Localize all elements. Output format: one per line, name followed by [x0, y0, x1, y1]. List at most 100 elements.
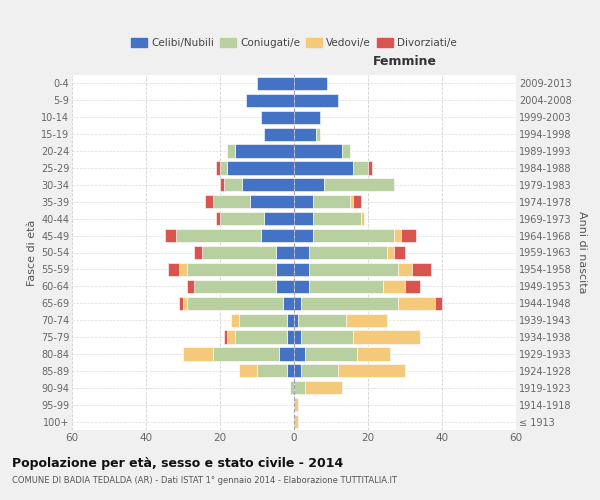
Bar [220, 178, 224, 192]
Bar [202, 246, 275, 259]
Bar [235, 330, 287, 344]
Bar [346, 314, 386, 326]
Bar [298, 314, 346, 326]
Bar [227, 144, 235, 158]
Bar [217, 212, 220, 226]
Bar [183, 296, 187, 310]
Bar [353, 195, 361, 208]
Bar [313, 229, 394, 242]
Bar [294, 364, 301, 378]
Bar [323, 178, 394, 192]
Bar [294, 415, 298, 428]
Bar [227, 330, 235, 344]
Bar [260, 229, 294, 242]
Bar [294, 330, 301, 344]
Bar [434, 296, 442, 310]
Bar [275, 246, 294, 259]
Bar [294, 94, 338, 107]
Bar [301, 330, 353, 344]
Bar [368, 162, 372, 174]
Bar [294, 178, 323, 192]
Bar [349, 195, 353, 208]
Bar [231, 314, 239, 326]
Bar [305, 348, 357, 360]
Bar [279, 348, 294, 360]
Bar [257, 364, 287, 378]
Bar [220, 162, 227, 174]
Bar [220, 212, 265, 226]
Text: Femmine: Femmine [373, 55, 437, 68]
Bar [194, 246, 202, 259]
Bar [353, 330, 420, 344]
Bar [239, 314, 287, 326]
Bar [294, 162, 353, 174]
Bar [275, 263, 294, 276]
Bar [294, 212, 313, 226]
Bar [187, 296, 283, 310]
Y-axis label: Fasce di età: Fasce di età [26, 220, 37, 286]
Bar [342, 144, 349, 158]
Bar [294, 246, 309, 259]
Bar [338, 364, 405, 378]
Text: COMUNE DI BADIA TEDALDA (AR) - Dati ISTAT 1° gennaio 2014 - Elaborazione TUTTITA: COMUNE DI BADIA TEDALDA (AR) - Dati ISTA… [12, 476, 397, 485]
Bar [187, 263, 275, 276]
Text: Popolazione per età, sesso e stato civile - 2014: Popolazione per età, sesso e stato civil… [12, 458, 343, 470]
Bar [398, 263, 412, 276]
Bar [265, 212, 294, 226]
Bar [242, 178, 294, 192]
Bar [194, 280, 275, 293]
Bar [250, 195, 294, 208]
Bar [187, 280, 194, 293]
Bar [294, 398, 298, 411]
Bar [217, 162, 220, 174]
Bar [287, 364, 294, 378]
Bar [309, 246, 386, 259]
Bar [239, 364, 257, 378]
Bar [179, 263, 187, 276]
Bar [394, 229, 401, 242]
Bar [313, 195, 349, 208]
Bar [265, 128, 294, 141]
Bar [212, 195, 250, 208]
Bar [386, 246, 394, 259]
Bar [305, 381, 342, 394]
Bar [313, 212, 361, 226]
Bar [179, 296, 183, 310]
Bar [290, 381, 294, 394]
Bar [294, 110, 320, 124]
Bar [168, 263, 179, 276]
Legend: Celibi/Nubili, Coniugati/e, Vedovi/e, Divorziati/e: Celibi/Nubili, Coniugati/e, Vedovi/e, Di… [127, 34, 461, 52]
Bar [294, 314, 298, 326]
Bar [183, 348, 212, 360]
Bar [224, 178, 242, 192]
Bar [287, 330, 294, 344]
Bar [294, 195, 313, 208]
Bar [283, 296, 294, 310]
Bar [301, 364, 338, 378]
Bar [301, 296, 398, 310]
Bar [309, 263, 398, 276]
Bar [294, 263, 309, 276]
Bar [353, 162, 368, 174]
Bar [257, 77, 294, 90]
Y-axis label: Anni di nascita: Anni di nascita [577, 211, 587, 294]
Bar [294, 381, 305, 394]
Bar [246, 94, 294, 107]
Bar [275, 280, 294, 293]
Bar [405, 280, 420, 293]
Bar [294, 128, 316, 141]
Bar [227, 162, 294, 174]
Bar [260, 110, 294, 124]
Bar [394, 246, 405, 259]
Bar [224, 330, 227, 344]
Bar [294, 144, 342, 158]
Bar [294, 348, 305, 360]
Bar [176, 229, 260, 242]
Bar [164, 229, 176, 242]
Bar [401, 229, 416, 242]
Bar [357, 348, 390, 360]
Bar [398, 296, 434, 310]
Bar [309, 280, 383, 293]
Bar [287, 314, 294, 326]
Bar [294, 77, 328, 90]
